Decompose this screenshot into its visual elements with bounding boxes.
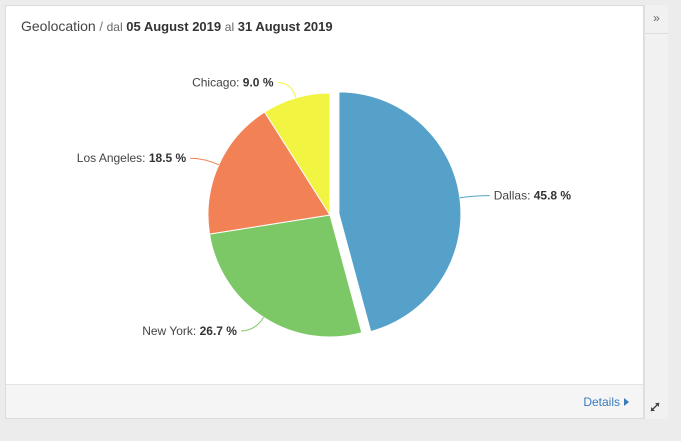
pie-chart: Dallas: 45.8 % New York: 26.7 % Los Angele… (77, 75, 572, 338)
date-to-prefix: al (224, 20, 235, 34)
date-to: 31 August 2019 (237, 19, 333, 34)
pie-slice-new-york[interactable] (208, 214, 363, 338)
double-chevron-right-icon: » (653, 11, 660, 25)
title-separator: / (99, 19, 103, 34)
geolocation-widget: Geolocation / dal 05 August 2019 al 31 A… (5, 5, 644, 419)
slice-label-name: Los Angeles: (77, 151, 149, 165)
slice-label-name: New York: (142, 324, 199, 338)
widget-title-main: Geolocation (21, 18, 96, 34)
slice-label-value: 18.5 % (149, 151, 187, 165)
side-panel: » (644, 5, 668, 419)
collapse-button[interactable]: » (645, 5, 668, 34)
widget-title: Geolocation / dal 05 August 2019 al 31 A… (21, 18, 333, 34)
details-link[interactable]: Details (583, 395, 629, 409)
slice-label-chicago: Chicago: 9.0 % (192, 75, 274, 89)
date-from-prefix: dal (106, 20, 123, 34)
details-label: Details (583, 395, 620, 409)
caret-right-icon (624, 398, 629, 406)
slice-label-new-york: New York: 26.7 % (142, 324, 237, 338)
pie-slice-dallas[interactable] (338, 91, 462, 333)
date-from: 05 August 2019 (126, 19, 222, 34)
connector-dallas (459, 195, 490, 199)
connector-los-angeles (190, 157, 220, 166)
connector-chicago (277, 81, 297, 98)
slice-label-dallas: Dallas: 45.8 % (494, 189, 572, 203)
slice-label-los-angeles: Los Angeles: 18.5 % (77, 151, 187, 165)
connector-new-york (240, 317, 265, 332)
slice-label-value: 9.0 % (243, 75, 274, 89)
slice-label-value: 45.8 % (534, 189, 572, 203)
expand-arrows-icon[interactable] (648, 400, 662, 414)
slice-label-name: Dallas: (494, 189, 534, 203)
slice-label-value: 26.7 % (200, 324, 238, 338)
widget-footer: Details (6, 384, 643, 418)
slice-label-name: Chicago: (192, 75, 243, 89)
